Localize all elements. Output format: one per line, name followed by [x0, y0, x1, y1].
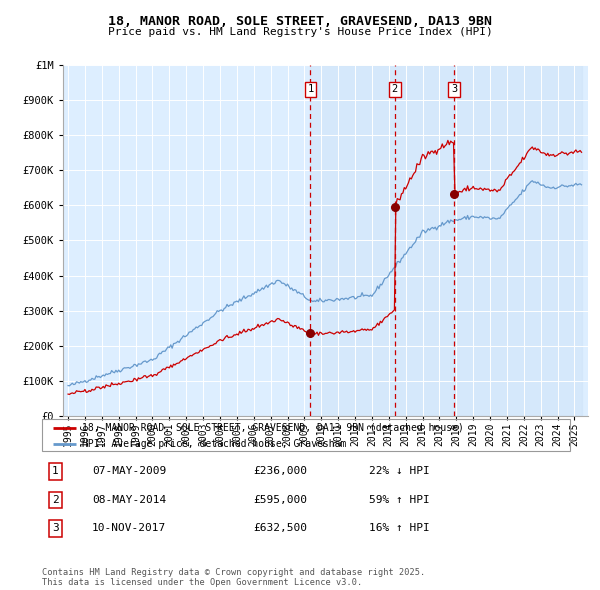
Text: 10-NOV-2017: 10-NOV-2017 [92, 523, 166, 533]
Text: Contains HM Land Registry data © Crown copyright and database right 2025.
This d: Contains HM Land Registry data © Crown c… [42, 568, 425, 587]
Text: 07-MAY-2009: 07-MAY-2009 [92, 467, 166, 476]
Text: 59% ↑ HPI: 59% ↑ HPI [370, 495, 430, 505]
Bar [310, 65, 581, 416]
Text: 1: 1 [307, 84, 313, 94]
Text: 08-MAY-2014: 08-MAY-2014 [92, 495, 166, 505]
Text: 18, MANOR ROAD, SOLE STREET, GRAVESEND, DA13 9BN: 18, MANOR ROAD, SOLE STREET, GRAVESEND, … [108, 15, 492, 28]
Text: 3: 3 [52, 523, 59, 533]
Text: HPI: Average price, detached house, Gravesham: HPI: Average price, detached house, Grav… [82, 439, 346, 449]
Text: £236,000: £236,000 [253, 467, 307, 476]
Text: 3: 3 [451, 84, 457, 94]
Text: 22% ↓ HPI: 22% ↓ HPI [370, 467, 430, 476]
Text: 16% ↑ HPI: 16% ↑ HPI [370, 523, 430, 533]
Text: £632,500: £632,500 [253, 523, 307, 533]
Text: £595,000: £595,000 [253, 495, 307, 505]
Text: 2: 2 [52, 495, 59, 505]
Text: 1: 1 [52, 467, 59, 476]
Text: Price paid vs. HM Land Registry's House Price Index (HPI): Price paid vs. HM Land Registry's House … [107, 27, 493, 37]
Text: 2: 2 [392, 84, 398, 94]
Text: 18, MANOR ROAD, SOLE STREET, GRAVESEND, DA13 9BN (detached house): 18, MANOR ROAD, SOLE STREET, GRAVESEND, … [82, 422, 463, 432]
